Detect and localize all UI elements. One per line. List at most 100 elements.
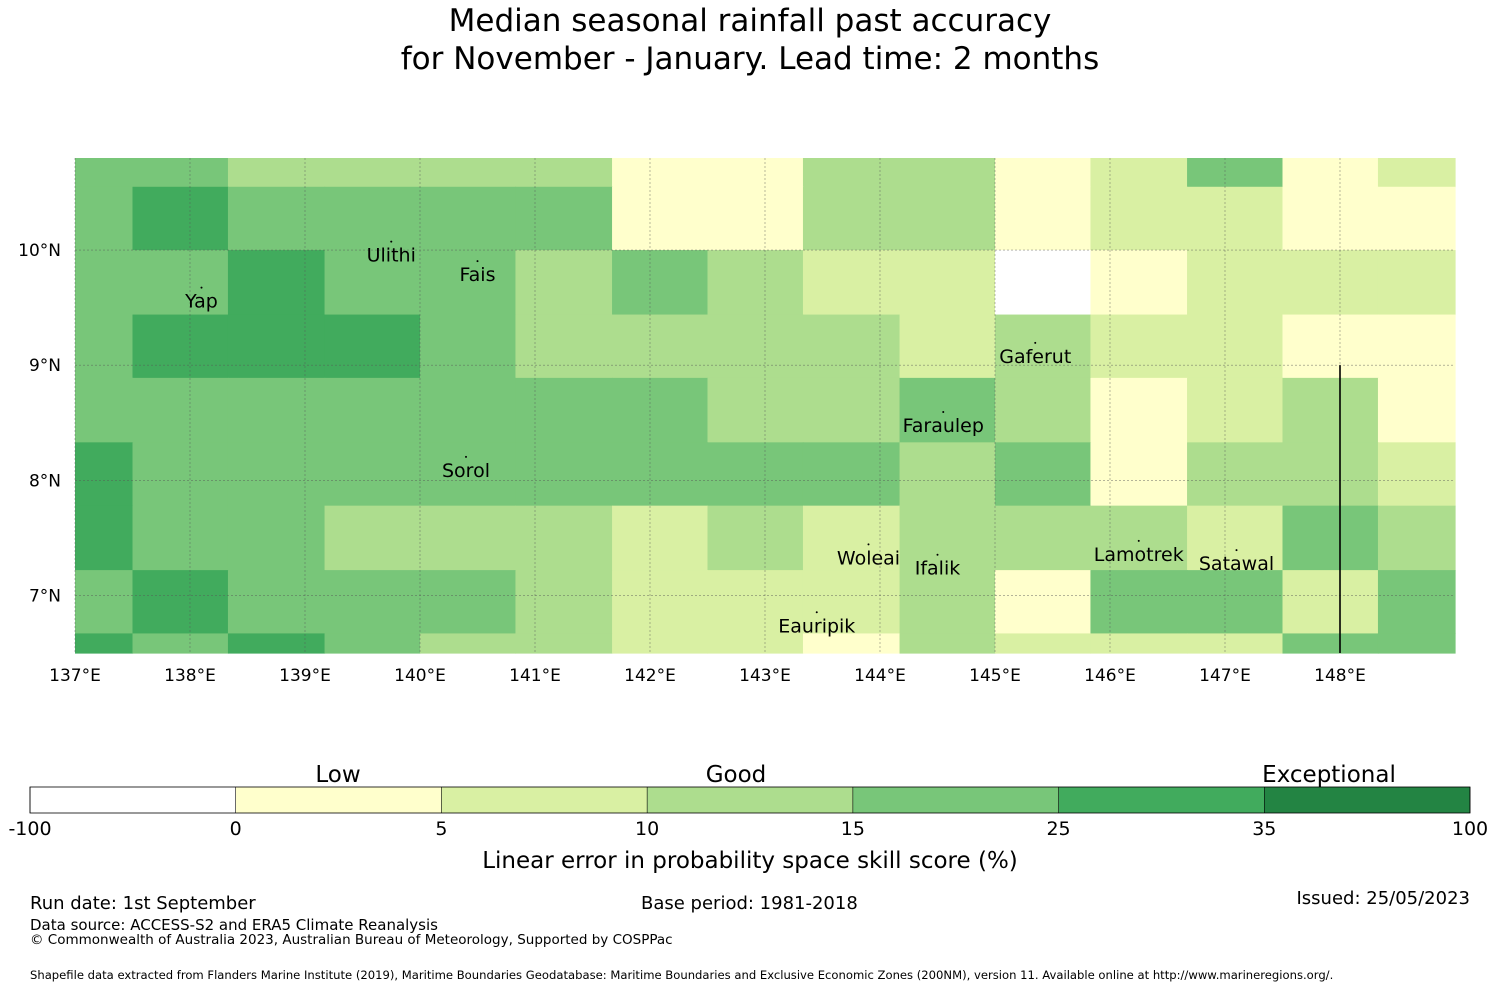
lon-tick-label: 146°E <box>1084 666 1136 686</box>
grid-cell <box>899 186 996 251</box>
place-label: Sorol <box>442 460 490 482</box>
grid-cell <box>75 505 134 571</box>
grid-cell <box>75 250 134 316</box>
place-label: Faraulep <box>903 415 984 437</box>
grid-cell <box>420 633 517 654</box>
map-gridlines <box>74 158 1455 653</box>
grid-cell <box>324 505 421 571</box>
grid-cell <box>324 158 421 188</box>
grid-cell <box>1187 158 1284 188</box>
grid-cell <box>612 505 709 571</box>
grid-cell <box>995 377 1092 443</box>
grid-cell <box>1377 250 1456 316</box>
grid-cell <box>707 505 804 571</box>
grid-cell <box>1090 186 1188 251</box>
island-marker <box>1137 539 1140 542</box>
grid-cell <box>420 570 517 635</box>
grid-cell <box>899 570 996 635</box>
place-label: Eauripik <box>778 615 855 637</box>
grid-cell <box>1090 158 1188 188</box>
colorbar-tick-label: 5 <box>435 818 447 840</box>
grid-cell <box>707 377 804 443</box>
grid-cell <box>1090 633 1188 654</box>
grid-cell <box>995 570 1092 635</box>
grid-cell <box>899 377 996 443</box>
grid-cell <box>324 250 421 316</box>
grid-cell <box>515 186 613 251</box>
legend-category-good: Good <box>706 762 767 788</box>
grid-cell <box>802 633 901 654</box>
grid-cell <box>132 377 229 443</box>
island-marker <box>390 240 393 243</box>
grid-cell <box>707 314 804 379</box>
grid-cell <box>995 158 1092 188</box>
colorbar-segment <box>235 787 442 813</box>
place-label: Yap <box>184 291 218 313</box>
lon-tick-label: 144°E <box>854 666 906 686</box>
grid-cell <box>227 250 326 316</box>
grid-cell <box>1282 314 1379 379</box>
grid-cell <box>132 250 229 316</box>
grid-cell <box>515 570 613 635</box>
grid-cell <box>1377 633 1456 654</box>
grid-cell <box>1282 377 1379 443</box>
grid-cell <box>1377 158 1456 188</box>
colorbar-tick-label: 15 <box>841 818 865 840</box>
grid-cell <box>132 442 229 507</box>
colorbar-segment <box>1058 787 1265 813</box>
grid-cell <box>1187 377 1284 443</box>
grid-cell <box>612 633 709 654</box>
island-marker <box>476 260 479 263</box>
place-label: Satawal <box>1199 553 1274 575</box>
lon-tick-label: 141°E <box>509 666 561 686</box>
grid-cell <box>612 314 709 379</box>
place-label: Fais <box>459 264 495 286</box>
grid-cell <box>1377 505 1456 571</box>
grid-cell <box>420 377 517 443</box>
grid-cell <box>75 186 134 251</box>
lon-tick-label: 145°E <box>969 666 1021 686</box>
skill-map: Ulithi Fais Yap Gaferut Faraulep Sorol Woleai I… <box>18 158 1456 686</box>
island-marker <box>815 611 818 614</box>
grid-cell <box>1090 314 1188 379</box>
grid-cell <box>227 158 326 188</box>
grid-cell <box>802 158 901 188</box>
grid-cell <box>899 442 996 507</box>
grid-cell <box>420 158 517 188</box>
grid-cell <box>1282 505 1379 571</box>
data-source: Data source: ACCESS-S2 and ERA5 Climate … <box>30 916 438 934</box>
grid-cell <box>227 314 326 379</box>
island-marker <box>942 410 945 413</box>
grid-cell <box>132 570 229 635</box>
grid-cell <box>75 633 134 654</box>
grid-cell <box>1090 250 1188 316</box>
grid-cell <box>1377 314 1456 379</box>
grid-cell <box>324 442 421 507</box>
grid-cell <box>1377 570 1456 635</box>
grid-cell <box>132 633 229 654</box>
grid-cell <box>1187 442 1284 507</box>
title-line-2: for November - January. Lead time: 2 mon… <box>400 41 1100 77</box>
grid-cell <box>707 158 804 188</box>
grid-cell <box>227 186 326 251</box>
grid-cell <box>420 442 517 507</box>
grid-cell <box>324 314 421 379</box>
base-period: Base period: 1981-2018 <box>641 893 858 914</box>
grid-cell <box>802 314 901 379</box>
lat-tick-label: 8°N <box>29 471 61 491</box>
grid-cell <box>1282 442 1379 507</box>
grid-cell <box>227 505 326 571</box>
grid-cell <box>995 505 1092 571</box>
grid-cell <box>1187 186 1284 251</box>
lon-tick-label: 147°E <box>1199 666 1251 686</box>
grid-cell <box>75 314 134 379</box>
grid-cell <box>995 442 1092 507</box>
place-label: Ifalik <box>915 558 961 580</box>
grid-cell <box>707 186 804 251</box>
colorbar-tick-label: 10 <box>635 818 659 840</box>
place-label: Woleai <box>837 547 900 569</box>
lon-tick-label: 137°E <box>49 666 101 686</box>
place-label: Gaferut <box>999 346 1071 368</box>
issued-date: Issued: 25/05/2023 <box>1296 888 1470 909</box>
grid-cell <box>802 250 901 316</box>
